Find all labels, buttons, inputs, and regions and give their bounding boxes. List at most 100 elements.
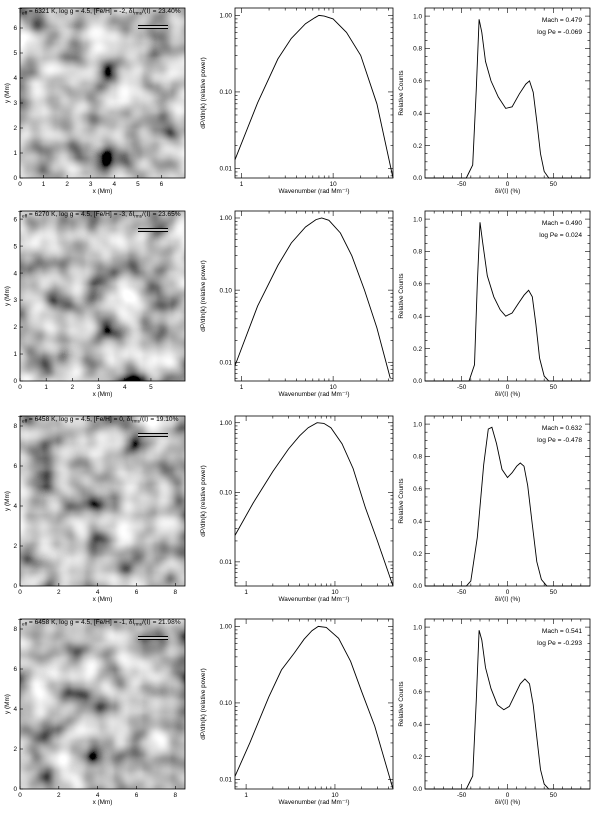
histogram-line [425, 19, 590, 179]
y-tick-label: 6 [13, 666, 17, 673]
x-tick-label: 5 [136, 181, 140, 188]
x-axis-label: x (Mm) [93, 799, 113, 806]
y-tick-label: 1.0 [413, 216, 422, 223]
intensity-histogram-panel: -50 0 50 0.0 0.2 0.4 0.6 0.8 1.0 Mach = 0.541 log … [398, 618, 591, 806]
y-axis-label: dP/dln(k) (relative power) [200, 57, 207, 128]
x-tick-label: 4 [96, 589, 100, 596]
intensity-histogram-panel: -50 0 50 0.0 0.2 0.4 0.6 0.8 1.0 Mach = 0.632 log … [398, 415, 591, 603]
x-tick-label: 10 [330, 181, 338, 188]
y-tick-label: 0 [13, 175, 17, 182]
x-tick-label: 50 [550, 589, 558, 596]
power-spectrum-line [234, 217, 391, 379]
granulation-panel: Teff​ = 6458 K, log g = 4.5, [Fe/H] = 0,… [4, 415, 186, 603]
x-tick-label: 0 [18, 792, 22, 799]
y-tick-label: 0.10 [220, 89, 233, 96]
intensity-histogram-panel: -50 0 50 0.0 0.2 0.4 0.6 0.8 1.0 Mach = 0.479 log … [398, 7, 591, 195]
mach-annotation: Mach = 0.632 [542, 425, 582, 432]
x-axis-label: x (Mm) [93, 188, 113, 195]
x-axis-label: δI/⟨I⟩ (%) [495, 188, 521, 195]
x-tick-label: 0 [18, 589, 22, 596]
y-tick-label: 0.4 [413, 518, 422, 525]
y-tick-label: 0.8 [413, 657, 422, 664]
y-axis-label: Relative Counts [398, 70, 405, 115]
x-tick-label: 6 [135, 589, 139, 596]
x-tick-label: 50 [550, 792, 558, 799]
y-tick-label: 0.01 [220, 559, 233, 566]
y-tick-label: 0.2 [413, 754, 422, 761]
power-spectrum-line [234, 625, 394, 790]
y-tick-label: 5 [13, 243, 17, 250]
y-tick-label: 4 [13, 706, 17, 713]
y-tick-label: 4 [13, 503, 17, 510]
granulation-panel: Teff​ = 6458 K, log g = 4.5, [Fe/H] = -1… [4, 618, 186, 806]
x-tick-label: 8 [174, 589, 178, 596]
y-tick-label: 1.0 [413, 13, 422, 20]
x-tick-label: -50 [457, 181, 467, 188]
y-tick-label: 6 [13, 463, 17, 470]
y-tick-label: 1.00 [220, 624, 233, 631]
y-tick-label: 8 [13, 626, 17, 633]
y-axis-label: y (Mm) [4, 694, 11, 714]
x-tick-label: 6 [135, 792, 139, 799]
x-axis-label: Wavenumber (rad Mm⁻¹) [279, 596, 350, 603]
x-tick-label: 2 [57, 589, 61, 596]
x-tick-label: 8 [174, 792, 178, 799]
x-tick-label: 4 [96, 792, 100, 799]
x-tick-label: 4 [113, 181, 117, 188]
y-axis-label: dP/dln(k) (relative power) [200, 260, 207, 331]
x-tick-label: 1 [44, 384, 48, 391]
y-tick-label: 4 [13, 75, 17, 82]
power-spectrum-panel: 1 10 1.00 0.10 0.01 Wavenumber (rad Mm⁻¹) dP/d… [200, 415, 394, 603]
y-axis-label: Relative Counts [398, 478, 405, 523]
y-tick-label: 8 [13, 423, 17, 430]
y-tick-label: 5 [13, 50, 17, 57]
y-tick-label: 4 [13, 270, 17, 277]
y-tick-label: 0.01 [220, 359, 233, 366]
y-tick-label: 0.4 [413, 313, 422, 320]
x-tick-label: 2 [65, 181, 69, 188]
x-tick-label: 4 [123, 384, 127, 391]
panel-title: Teff​ = 6270 K, log g = 4.5, [Fe/H] = -3… [18, 210, 181, 219]
log-pe-annotation: log Pe = -0.069 [537, 29, 582, 36]
spectrum-frame [234, 7, 394, 179]
y-axis-label: y (Mm) [4, 286, 11, 306]
y-tick-label: 0.2 [413, 143, 422, 150]
image-frame [19, 7, 186, 179]
x-tick-label: 2 [57, 792, 61, 799]
spectrum-frame [234, 415, 394, 587]
x-tick-label: 1 [42, 181, 46, 188]
x-tick-label: 0 [18, 384, 22, 391]
mach-annotation: Mach = 0.479 [542, 17, 582, 24]
y-tick-label: 1.0 [413, 421, 422, 428]
x-tick-label: 0 [18, 181, 22, 188]
histogram-line [425, 222, 590, 382]
y-tick-label: 2 [13, 125, 17, 132]
y-tick-label: 0.6 [413, 689, 422, 696]
x-tick-label: 3 [89, 181, 93, 188]
y-tick-label: 1.00 [220, 420, 233, 427]
x-axis-label: Wavenumber (rad Mm⁻¹) [279, 188, 350, 195]
log-pe-annotation: log Pe = 0.024 [539, 232, 582, 239]
y-tick-label: 3 [13, 297, 17, 304]
x-axis-label: x (Mm) [93, 596, 113, 603]
histogram-line [425, 630, 590, 790]
x-tick-label: 3 [97, 384, 101, 391]
x-tick-label: 0 [506, 589, 510, 596]
y-tick-label: 0.4 [413, 110, 422, 117]
y-axis-label: y (Mm) [4, 491, 11, 511]
y-tick-label: 0.6 [413, 281, 422, 288]
y-tick-label: 2 [13, 746, 17, 753]
y-tick-label: 0 [13, 583, 17, 590]
y-tick-label: 0 [13, 378, 17, 385]
x-axis-label: Wavenumber (rad Mm⁻¹) [279, 391, 350, 398]
mach-annotation: Mach = 0.541 [542, 628, 582, 635]
spectrum-frame [234, 618, 394, 790]
intensity-image [20, 416, 185, 586]
power-spectrum-panel: 1 10 1.00 0.10 0.01 Wavenumber (rad Mm⁻¹) dP/d… [200, 210, 394, 398]
y-tick-label: 0.8 [413, 46, 422, 53]
x-tick-label: 1 [244, 589, 248, 596]
power-spectrum-panel: 1 10 1.00 0.10 0.01 Wavenumber (rad Mm⁻¹) dP/d… [200, 7, 394, 195]
y-tick-label: 0 [13, 786, 17, 793]
mach-annotation: Mach = 0.490 [542, 220, 582, 227]
